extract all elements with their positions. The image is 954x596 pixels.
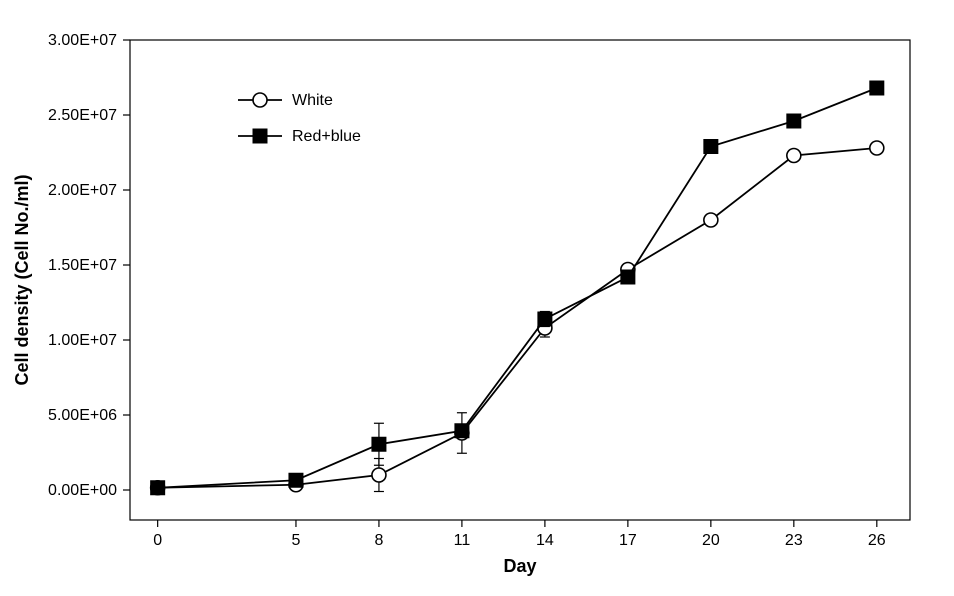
y-tick-label: 1.50E+07 <box>48 257 117 274</box>
y-tick-label: 2.00E+07 <box>48 182 117 199</box>
y-tick-label: 0.00E+00 <box>48 482 117 499</box>
marker-square <box>455 424 469 438</box>
x-tick-label: 23 <box>785 532 803 549</box>
x-tick-label: 26 <box>868 532 886 549</box>
x-tick-label: 14 <box>536 532 554 549</box>
marker-circle <box>253 93 267 107</box>
marker-square <box>372 437 386 451</box>
x-tick-label: 5 <box>292 532 301 549</box>
marker-square <box>870 81 884 95</box>
legend-label: White <box>292 92 333 109</box>
marker-circle <box>787 149 801 163</box>
x-tick-label: 17 <box>619 532 637 549</box>
x-axis-label: Day <box>503 556 536 576</box>
marker-square <box>621 270 635 284</box>
marker-circle <box>870 141 884 155</box>
marker-square <box>704 140 718 154</box>
marker-circle <box>372 468 386 482</box>
y-axis-label: Cell density (Cell No./ml) <box>12 174 32 385</box>
x-tick-label: 8 <box>374 532 383 549</box>
marker-circle <box>704 213 718 227</box>
chart-background <box>0 0 954 596</box>
marker-square <box>538 312 552 326</box>
y-tick-label: 5.00E+06 <box>48 407 117 424</box>
marker-square <box>151 481 165 495</box>
y-tick-label: 3.00E+07 <box>48 32 117 49</box>
y-tick-label: 1.00E+07 <box>48 332 117 349</box>
y-tick-label: 2.50E+07 <box>48 107 117 124</box>
marker-square <box>253 129 267 143</box>
legend-label: Red+blue <box>292 128 361 145</box>
marker-square <box>289 473 303 487</box>
cell-density-chart: 0 5 8 11 14 17 20 23 26 0.00E+00 5.00E+06 1.00E+07 1… <box>0 0 954 596</box>
x-tick-label: 20 <box>702 532 720 549</box>
marker-square <box>787 114 801 128</box>
x-tick-label: 0 <box>153 532 162 549</box>
x-tick-label: 11 <box>454 532 471 549</box>
